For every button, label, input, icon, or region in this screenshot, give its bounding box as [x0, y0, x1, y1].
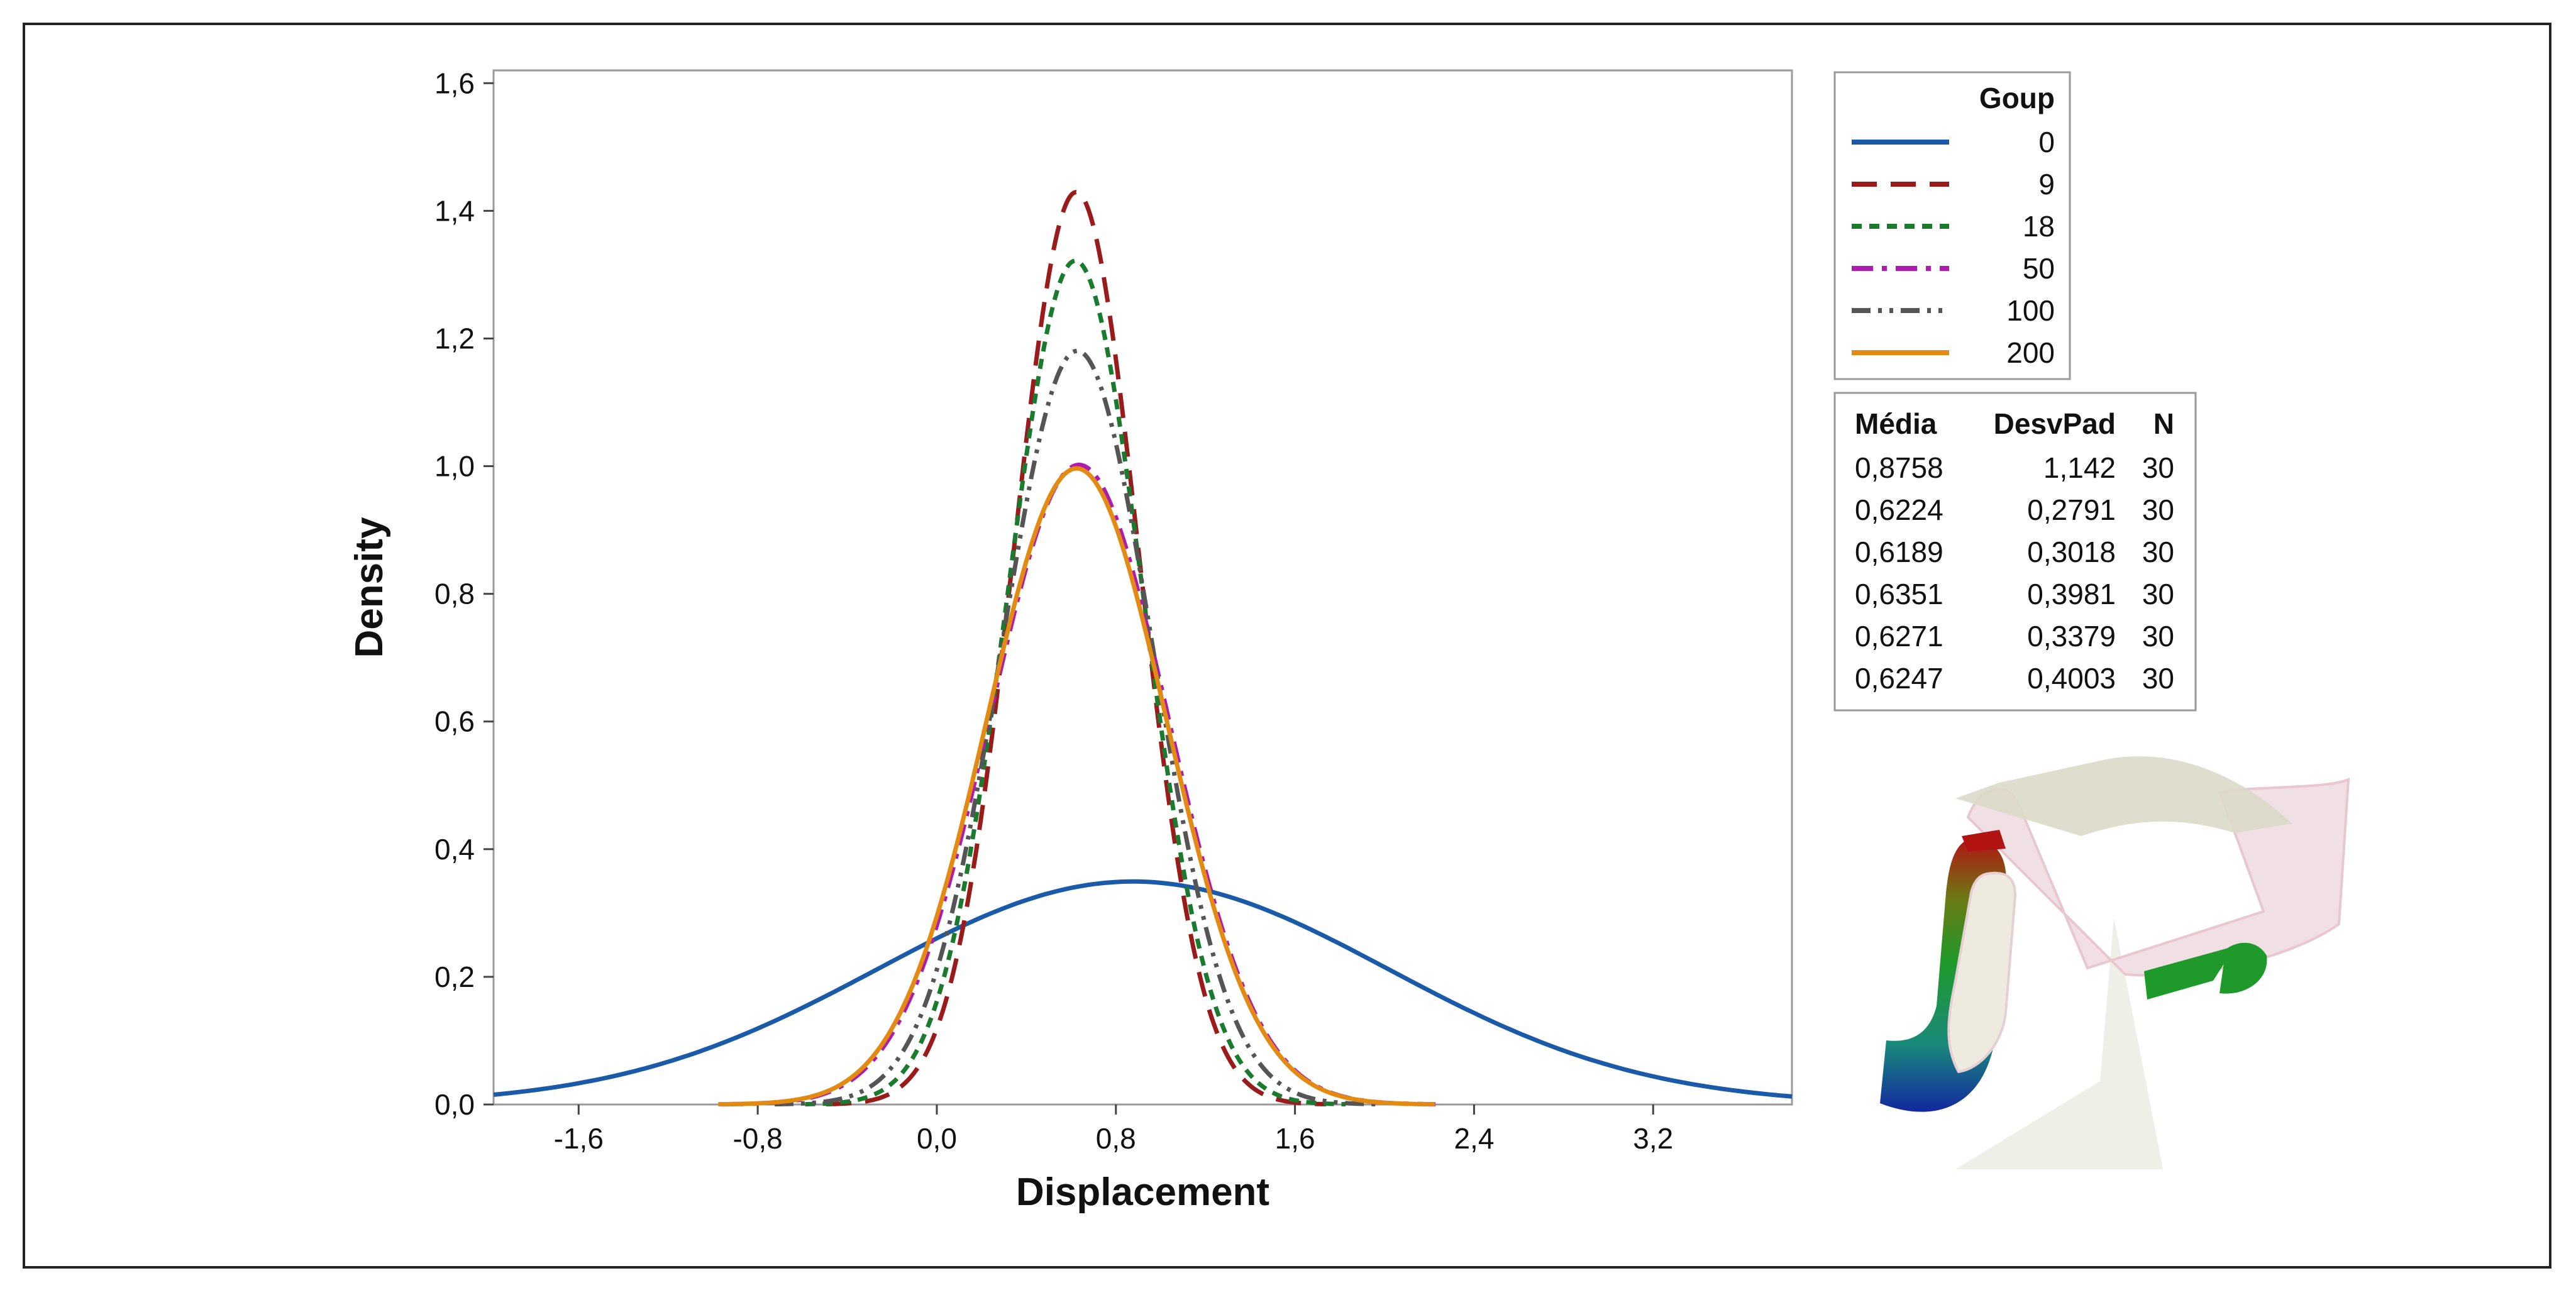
y-tick-label: 1,4 — [434, 194, 475, 227]
legend-label-9: 9 — [2038, 168, 2055, 201]
stats-box — [1833, 392, 2197, 712]
stats-mean-0: 0,8758 — [1855, 451, 1943, 484]
x-axis-title: Displacement — [1016, 1171, 1269, 1214]
x-tick-label: -1,6 — [554, 1122, 604, 1155]
legend-label-50: 50 — [2023, 252, 2055, 285]
stats-n-9: 30 — [2142, 493, 2174, 526]
y-tick-label: 1,2 — [434, 322, 475, 355]
stats-n-0: 30 — [2142, 451, 2174, 484]
stats-table: Média DesvPad N 0,8758 1,142 30 0,6224 0,279… — [1833, 392, 2197, 712]
density-curve-group-18 — [805, 258, 1346, 1106]
density-curve-group-9 — [826, 190, 1327, 1106]
density-curve-group-0 — [493, 879, 1793, 1099]
legend-label-18: 18 — [2023, 210, 2055, 243]
stats-sd-18: 0,3018 — [2027, 536, 2116, 568]
stats-n-50: 30 — [2142, 578, 2174, 610]
stats-header-mean: Média — [1855, 407, 1937, 440]
y-tick-label: 0,4 — [434, 833, 475, 866]
stats-n-200: 30 — [2142, 662, 2174, 695]
legend-label-0: 0 — [2038, 126, 2055, 158]
y-tick-label: 1,6 — [434, 67, 475, 99]
stats-header-n: N — [2153, 407, 2174, 440]
density-curve-group-100 — [774, 348, 1380, 1107]
stats-mean-9: 0,6224 — [1855, 493, 1943, 526]
stats-n-100: 30 — [2142, 620, 2174, 653]
legend-label-100: 100 — [2006, 294, 2055, 327]
stats-sd-200: 0,4003 — [2027, 662, 2116, 695]
stats-header-sd: DesvPad — [1994, 407, 2116, 440]
axes: -1,6 -0,8 0,0 0,8 1,6 2,4 3,2 0,0 0,2 0,4 0,6 0,8 1,… — [434, 67, 1673, 1155]
x-tick-label: 2,4 — [1454, 1122, 1494, 1155]
y-tick-label: 0,2 — [434, 961, 475, 993]
stats-mean-50: 0,6351 — [1855, 578, 1943, 610]
x-tick-label: 3,2 — [1633, 1122, 1673, 1155]
stats-mean-200: 0,6247 — [1855, 662, 1943, 695]
stats-mean-100: 0,6271 — [1855, 620, 1943, 653]
y-tick-label: 0,0 — [434, 1088, 475, 1121]
legend-title: Goup — [1979, 82, 2055, 114]
density-curve-group-200 — [718, 466, 1435, 1107]
stats-sd-9: 0,2791 — [2027, 493, 2116, 526]
stats-sd-50: 0,3981 — [2027, 578, 2116, 610]
y-tick-label: 0,8 — [434, 578, 475, 610]
legend-label-200: 200 — [2006, 336, 2055, 369]
legend: Goup 0 9 18 50 100 200 — [1833, 71, 2071, 380]
plot-area — [492, 69, 1793, 1106]
y-axis-title: Density — [348, 517, 391, 658]
y-tick-label: 0,6 — [434, 705, 475, 738]
stats-n-18: 30 — [2142, 536, 2174, 568]
series-group — [493, 190, 1793, 1107]
x-tick-label: 0,8 — [1096, 1122, 1136, 1155]
x-tick-label: -0,8 — [732, 1122, 782, 1155]
x-tick-label: 1,6 — [1275, 1122, 1315, 1155]
x-tick-label: 0,0 — [917, 1122, 957, 1155]
stats-sd-0: 1,142 — [2043, 451, 2116, 484]
figure-frame — [23, 23, 2551, 1269]
tooth-displacement-illustration — [1880, 756, 2350, 1169]
y-tick-label: 1,0 — [434, 450, 475, 483]
stats-sd-100: 0,3379 — [2027, 620, 2116, 653]
plot-frame — [492, 69, 1793, 1106]
stats-mean-18: 0,6189 — [1855, 536, 1943, 568]
